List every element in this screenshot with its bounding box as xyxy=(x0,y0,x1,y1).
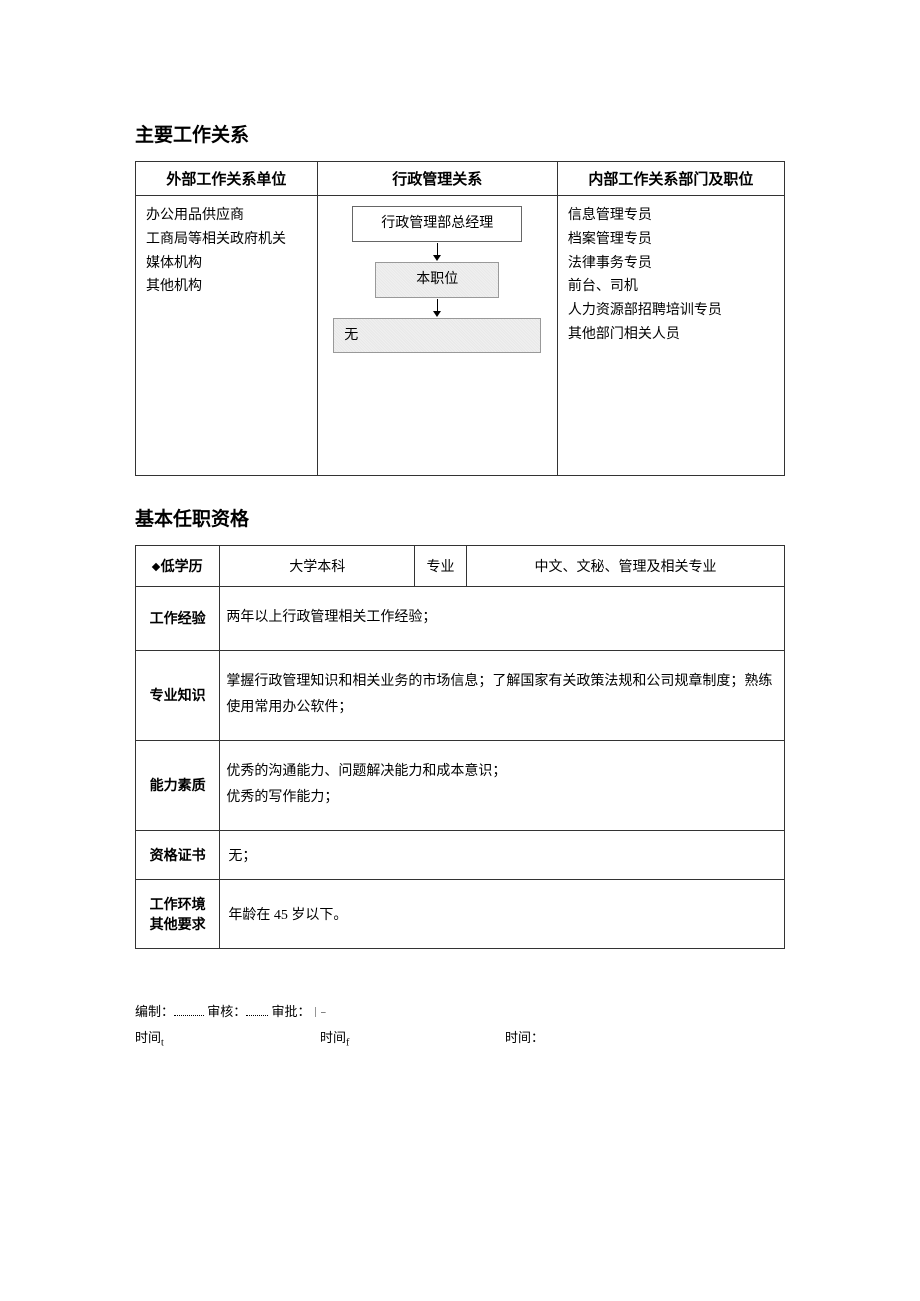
signature-block: 编制： 审核： 审批：｜− 时间t 时间f 时间： xyxy=(135,999,785,1054)
signature-line2: 时间t 时间f 时间： xyxy=(135,1025,785,1054)
diamond-icon xyxy=(151,563,159,571)
diagram-node-top: 行政管理部总经理 xyxy=(352,206,522,242)
signature-line1: 编制： 审核： 审批：｜− xyxy=(135,999,785,1025)
diagram-cell: 行政管理部总经理 本职位 无 xyxy=(317,196,557,476)
internal-item: 法律事务专员 xyxy=(568,252,774,276)
arrow-icon xyxy=(433,242,441,262)
header-internal: 内部工作关系部门及职位 xyxy=(557,162,784,196)
diagram-node-bottom: 无 xyxy=(333,318,541,354)
sig-time-3: 时间： xyxy=(505,1025,690,1054)
diagram-node-middle: 本职位 xyxy=(375,262,499,298)
label-ability: 能力素质 xyxy=(136,740,220,830)
underline xyxy=(174,1015,204,1016)
header-admin: 行政管理关系 xyxy=(317,162,557,196)
internal-item: 其他部门相关人员 xyxy=(568,323,774,347)
label-experience: 工作经验 xyxy=(136,587,220,651)
external-item: 媒体机构 xyxy=(146,252,307,276)
internal-item: 人力资源部招聘培训专员 xyxy=(568,299,774,323)
external-item: 工商局等相关政府机关 xyxy=(146,228,307,252)
value-experience: 两年以上行政管理相关工作经验； xyxy=(220,587,785,651)
value-knowledge: 掌握行政管理知识和相关业务的市场信息；了解国家有关政策法规和公司规章制度；熟练使… xyxy=(220,650,785,740)
value-env: 年龄在 45 岁以下。 xyxy=(220,879,785,948)
internal-item: 档案管理专员 xyxy=(568,228,774,252)
value-major: 中文、文秘、管理及相关专业 xyxy=(466,546,784,587)
value-ability: 优秀的沟通能力、问题解决能力和成本意识； 优秀的写作能力； xyxy=(220,740,785,830)
section2-title: 基本任职资格 xyxy=(135,504,785,531)
work-relations-table: 外部工作关系单位 行政管理关系 内部工作关系部门及职位 办公用品供应商 工商局等… xyxy=(135,161,785,476)
internal-item: 信息管理专员 xyxy=(568,204,774,228)
sig-time-2: 时间f xyxy=(320,1025,505,1054)
underline xyxy=(246,1015,268,1016)
label-major: 专业 xyxy=(415,546,467,587)
arrow-icon xyxy=(433,298,441,318)
external-item: 其他机构 xyxy=(146,275,307,299)
value-degree: 大学本科 xyxy=(220,546,415,587)
sig-time-1: 时间t xyxy=(135,1025,320,1054)
internal-item: 前台、司机 xyxy=(568,275,774,299)
internal-cell: 信息管理专员 档案管理专员 法律事务专员 前台、司机 人力资源部招聘培训专员 其… xyxy=(557,196,784,476)
label-cert: 资格证书 xyxy=(136,830,220,879)
external-item: 办公用品供应商 xyxy=(146,204,307,228)
qualification-table: 低学历 大学本科 专业 中文、文秘、管理及相关专业 工作经验 两年以上行政管理相… xyxy=(135,545,785,949)
section1-title: 主要工作关系 xyxy=(135,120,785,147)
label-knowledge: 专业知识 xyxy=(136,650,220,740)
label-env: 工作环境 其他要求 xyxy=(136,879,220,948)
external-cell: 办公用品供应商 工商局等相关政府机关 媒体机构 其他机构 xyxy=(136,196,318,476)
admin-diagram: 行政管理部总经理 本职位 无 xyxy=(328,206,547,353)
value-cert: 无； xyxy=(220,830,785,879)
header-external: 外部工作关系单位 xyxy=(136,162,318,196)
label-education: 低学历 xyxy=(136,546,220,587)
